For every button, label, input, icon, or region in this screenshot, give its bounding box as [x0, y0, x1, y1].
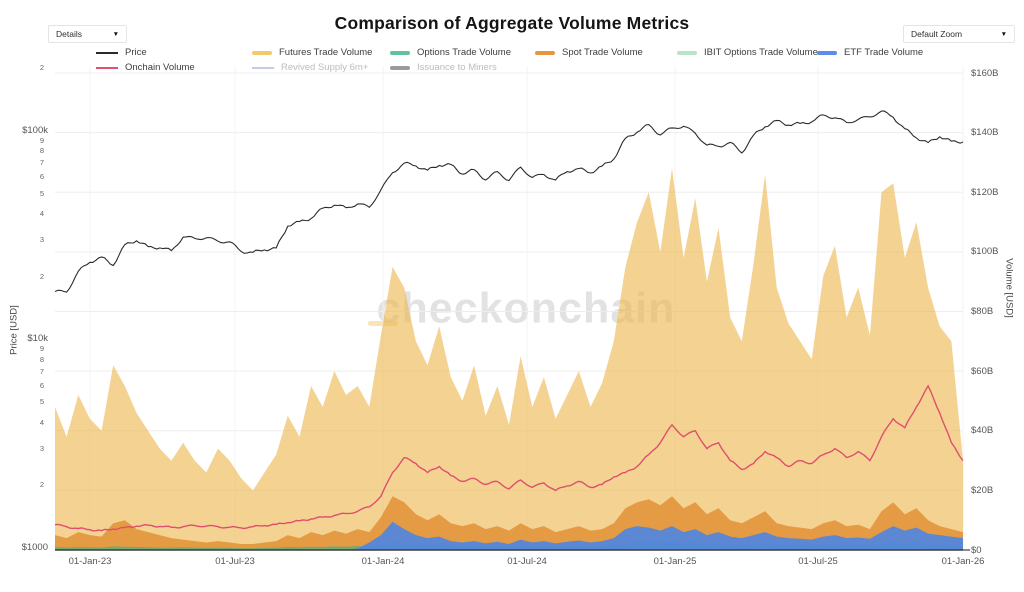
details-dropdown-label: Details — [56, 29, 82, 39]
y-tick-left: 2 — [39, 271, 44, 281]
y-tick-left: 5 — [39, 397, 44, 407]
y-tick-left: $1000 — [21, 541, 48, 553]
y-tick-left: 4 — [39, 417, 44, 427]
y-tick-right: $60B — [971, 365, 994, 377]
legend-item-spot[interactable]: Spot Trade Volume — [535, 47, 643, 58]
y-tick-left: $100k — [22, 124, 48, 136]
details-dropdown[interactable]: Details ▼ — [48, 25, 127, 43]
y-tick-left: 2 — [39, 480, 44, 490]
price-line — [54, 110, 964, 293]
y-tick-left: 7 — [39, 158, 44, 168]
futures-area — [55, 168, 963, 550]
y-tick-right: $40B — [971, 425, 994, 437]
y-tick-left: 8 — [39, 354, 44, 364]
ibit-swatch-icon — [677, 50, 697, 55]
y-tick-left: 4 — [39, 209, 44, 218]
chevron-down-icon: ▼ — [1000, 30, 1007, 38]
legend-label: Spot Trade Volume — [562, 47, 643, 58]
y-tick-right: $0 — [971, 544, 982, 556]
y-tick-right: $100B — [971, 246, 999, 258]
issuance-swatch-icon — [390, 65, 410, 70]
legend-item-ibit[interactable]: IBIT Options Trade Volume — [677, 47, 818, 58]
y-tick-left: 9 — [39, 344, 44, 353]
futures-swatch-icon — [252, 50, 272, 55]
y-tick-right: $120B — [971, 186, 999, 198]
onchain-line — [54, 384, 964, 532]
y-tick-left: 3 — [39, 235, 44, 244]
legend-item-price[interactable]: Price — [96, 47, 147, 58]
y-tick-left: 9 — [39, 135, 44, 145]
legend-label: Options Trade Volume — [417, 47, 511, 58]
legend-label: Onchain Volume — [125, 62, 195, 73]
legend-label: IBIT Options Trade Volume — [704, 47, 818, 58]
y-tick-left: 3 — [39, 443, 44, 453]
x-tick: 01-Jul-24 — [507, 556, 547, 567]
legend-item-options[interactable]: Options Trade Volume — [390, 47, 511, 58]
default-zoom-dropdown[interactable]: Default Zoom ▼ — [903, 25, 1015, 43]
etf-area — [55, 521, 963, 550]
etf-swatch-icon — [817, 50, 837, 55]
x-tick: 01-Jan-24 — [361, 556, 405, 567]
y-axis-title-volume: Volume [USD] — [1003, 258, 1015, 318]
x-tick: 01-Jan-25 — [653, 556, 697, 567]
x-tick: 01-Jan-26 — [941, 556, 985, 567]
y-tick-right: $20B — [971, 484, 994, 496]
y-tick-left: 8 — [39, 146, 44, 156]
options-swatch-icon — [390, 50, 410, 55]
y-tick-left: 2 — [39, 63, 44, 73]
x-tick: 01-Jul-23 — [215, 556, 255, 567]
y-tick-left: 7 — [39, 366, 44, 376]
onchain-swatch-icon — [96, 66, 118, 69]
chart-title: Comparison of Aggregate Volume Metrics — [334, 13, 690, 33]
legend-label: Price — [125, 47, 147, 58]
y-tick-right: $140B — [971, 127, 999, 139]
y-tick-left: 6 — [39, 380, 44, 390]
spot-area — [55, 496, 963, 550]
y-tick-left: 5 — [39, 188, 44, 198]
legend-label: Issuance to Miners — [417, 62, 497, 73]
legend-item-etf[interactable]: ETF Trade Volume — [817, 47, 923, 58]
legend-item-revived[interactable]: Revived Supply 6m+ — [252, 62, 368, 73]
legend-item-futures[interactable]: Futures Trade Volume — [252, 47, 372, 58]
legend-label: ETF Trade Volume — [844, 47, 924, 58]
legend-item-issuance[interactable]: Issuance to Miners — [390, 62, 497, 73]
y-tick-right: $80B — [971, 306, 994, 317]
chevron-down-icon: ▼ — [112, 30, 119, 38]
spot-swatch-icon — [535, 50, 555, 55]
zoom-dropdown-label: Default Zoom — [911, 29, 963, 39]
x-tick: 01-Jul-25 — [798, 556, 838, 567]
legend-item-onchain[interactable]: Onchain Volume — [96, 62, 195, 73]
legend-label: Revived Supply 6m+ — [281, 62, 369, 73]
x-tick: 01-Jan-23 — [68, 556, 112, 567]
y-tick-left: $10k — [27, 333, 48, 344]
y-tick-left: 6 — [39, 172, 44, 182]
revived-swatch-icon — [252, 66, 274, 69]
y-tick-right: $160B — [971, 67, 999, 79]
price-swatch-icon — [96, 51, 118, 54]
legend-label: Futures Trade Volume — [279, 47, 373, 58]
